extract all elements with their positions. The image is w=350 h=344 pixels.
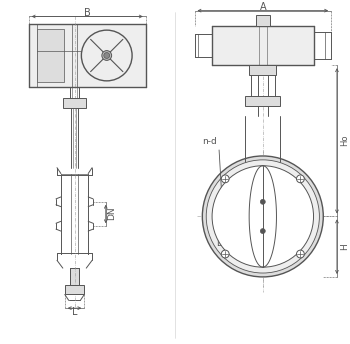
Text: L: L xyxy=(72,307,77,317)
Bar xyxy=(249,65,276,75)
Text: DN: DN xyxy=(107,207,116,220)
Circle shape xyxy=(221,250,229,258)
Circle shape xyxy=(102,51,112,61)
Circle shape xyxy=(212,166,314,267)
Circle shape xyxy=(260,200,265,204)
Circle shape xyxy=(296,175,304,183)
Circle shape xyxy=(202,156,323,277)
Circle shape xyxy=(221,175,229,183)
Circle shape xyxy=(104,53,110,58)
Bar xyxy=(65,285,84,294)
Bar xyxy=(245,96,280,106)
Text: Ho: Ho xyxy=(340,135,349,146)
Circle shape xyxy=(296,250,304,258)
Bar xyxy=(36,29,64,82)
Bar xyxy=(63,98,86,108)
Text: B: B xyxy=(84,8,91,18)
Text: H: H xyxy=(340,243,349,250)
Bar xyxy=(29,24,146,87)
Bar xyxy=(256,14,270,26)
Bar xyxy=(70,268,79,285)
Text: n-d: n-d xyxy=(202,137,217,146)
Text: A: A xyxy=(259,2,266,12)
Circle shape xyxy=(260,229,265,234)
Circle shape xyxy=(206,160,320,273)
Text: Do: Do xyxy=(216,239,228,248)
Bar xyxy=(212,26,314,65)
